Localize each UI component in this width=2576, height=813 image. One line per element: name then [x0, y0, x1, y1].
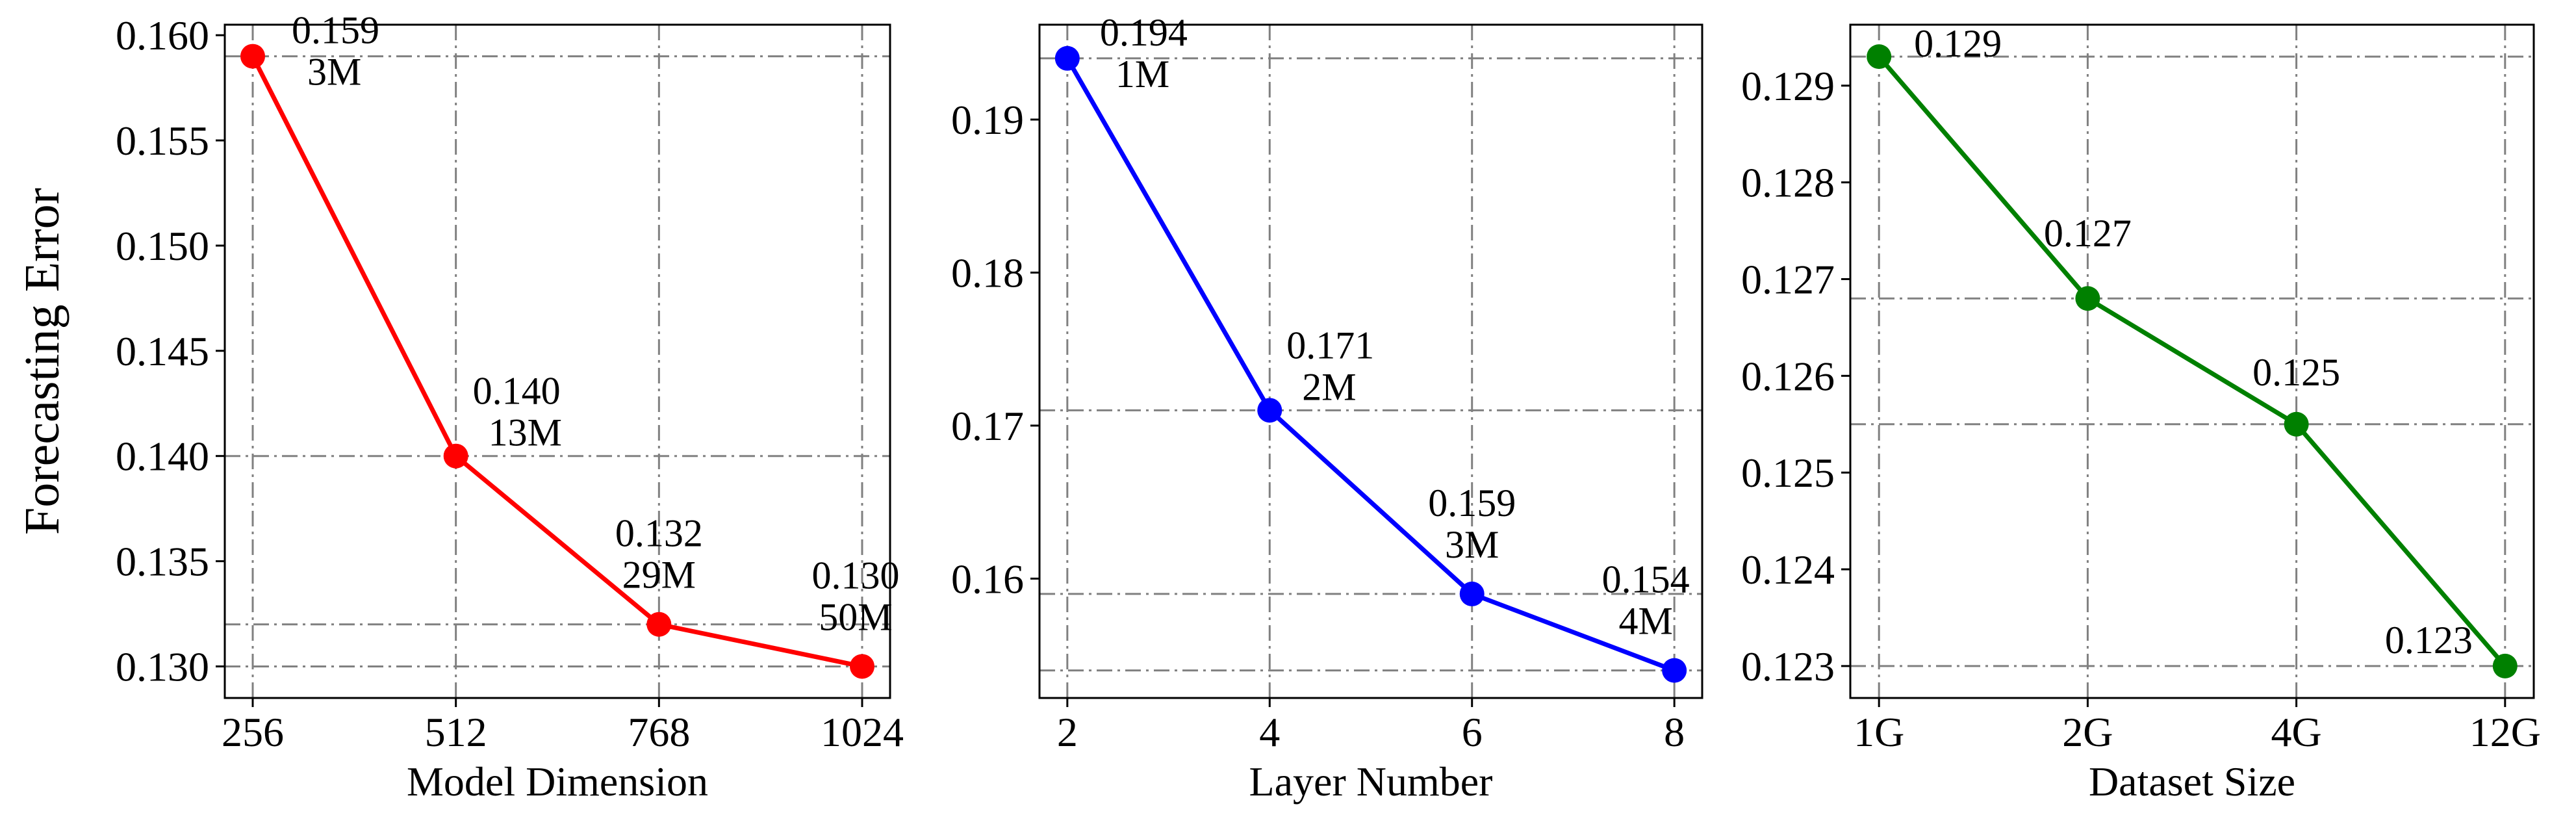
- x-axis-label: Layer Number: [1249, 758, 1493, 805]
- x-tick-label: 512: [425, 709, 487, 755]
- data-point: [1459, 581, 1485, 606]
- data-point: [2075, 286, 2100, 311]
- value-label: 0.127: [2044, 212, 2132, 255]
- param-count-label: 2M: [1302, 365, 1356, 408]
- y-tick-label: 0.123: [1741, 643, 1835, 690]
- series-line: [1065, 57, 1676, 673]
- value-label: 0.123: [2385, 619, 2473, 662]
- data-point: [1662, 658, 1687, 683]
- x-tick-label: 2G: [2062, 709, 2113, 755]
- data-point: [1867, 44, 1892, 70]
- plot-frame: [223, 23, 891, 699]
- data-point: [2492, 653, 2518, 678]
- x-tick-label: 1024: [821, 709, 904, 755]
- y-tick-label: 0.128: [1741, 160, 1835, 206]
- x-tick-label: 256: [222, 709, 284, 755]
- data-point: [2284, 411, 2309, 437]
- plot-frame: [1038, 23, 1703, 699]
- x-tick-label: 6: [1462, 709, 1483, 755]
- y-tick-label: 0.160: [116, 12, 209, 58]
- plot-frame: [1849, 23, 2535, 699]
- y-tick-label: 0.18: [951, 250, 1024, 296]
- y-tick-label: 0.129: [1741, 63, 1835, 109]
- data-point: [646, 612, 672, 637]
- y-tick-label: 0.17: [951, 403, 1024, 449]
- x-tick-label: 12G: [2469, 709, 2541, 755]
- series-line: [250, 55, 863, 669]
- param-count-label: 3M: [307, 51, 361, 94]
- y-tick-label: 0.155: [116, 118, 209, 164]
- x-axis-label: Model Dimension: [407, 758, 708, 805]
- value-label: 0.159: [1428, 482, 1516, 524]
- y-tick-label: 0.140: [116, 433, 209, 480]
- value-label: 0.194: [1100, 11, 1188, 54]
- param-count-label: 50M: [819, 595, 892, 638]
- value-label: 0.159: [292, 9, 379, 52]
- param-count-label: 29M: [622, 554, 696, 597]
- y-tick-label: 0.145: [116, 328, 209, 374]
- chart-panel-1: 0.130 0.135 0.140 0.145 0.150 0.155 0.160 256 51…: [116, 9, 904, 805]
- value-label: 0.132: [615, 512, 703, 555]
- param-count-label: 3M: [1445, 523, 1499, 566]
- data-point: [443, 443, 468, 469]
- param-count-label: 13M: [489, 411, 562, 454]
- x-tick-label: 1G: [1854, 709, 1904, 755]
- y-tick-label: 0.126: [1741, 353, 1835, 399]
- value-label: 0.154: [1602, 558, 1690, 601]
- data-point: [1054, 45, 1080, 71]
- y-tick-label: 0.130: [116, 643, 209, 690]
- y-tick-label: 0.135: [116, 539, 209, 585]
- x-axis-label: Dataset Size: [2089, 758, 2295, 805]
- series-line: [1877, 55, 2507, 668]
- x-tick-label: 8: [1664, 709, 1685, 755]
- chart-panel-3: 0.123 0.124 0.125 0.126 0.127 0.128 0.129 1G 2G 4…: [1741, 22, 2541, 805]
- data-point: [1257, 398, 1282, 423]
- y-tick-label: 0.150: [116, 223, 209, 269]
- y-tick-label: 0.127: [1741, 256, 1835, 302]
- x-tick-label: 2: [1057, 709, 1078, 755]
- y-tick-label: 0.16: [951, 556, 1024, 602]
- y-tick-label: 0.124: [1741, 547, 1835, 593]
- x-tick-label: 768: [628, 709, 690, 755]
- param-count-label: 1M: [1116, 53, 1169, 96]
- y-tick-label: 0.19: [951, 97, 1024, 143]
- data-point: [240, 44, 266, 69]
- y-tick-label: 0.125: [1741, 450, 1835, 496]
- y-axis-label: Forecasting Error: [15, 188, 70, 535]
- x-tick-label: 4G: [2271, 709, 2321, 755]
- data-point: [849, 654, 874, 679]
- value-label: 0.171: [1286, 324, 1374, 367]
- value-label: 0.129: [1914, 22, 2002, 65]
- x-tick-label: 4: [1259, 709, 1280, 755]
- value-label: 0.130: [811, 554, 899, 597]
- value-label: 0.125: [2252, 351, 2340, 394]
- value-label: 0.140: [473, 370, 561, 413]
- param-count-label: 4M: [1618, 600, 1672, 643]
